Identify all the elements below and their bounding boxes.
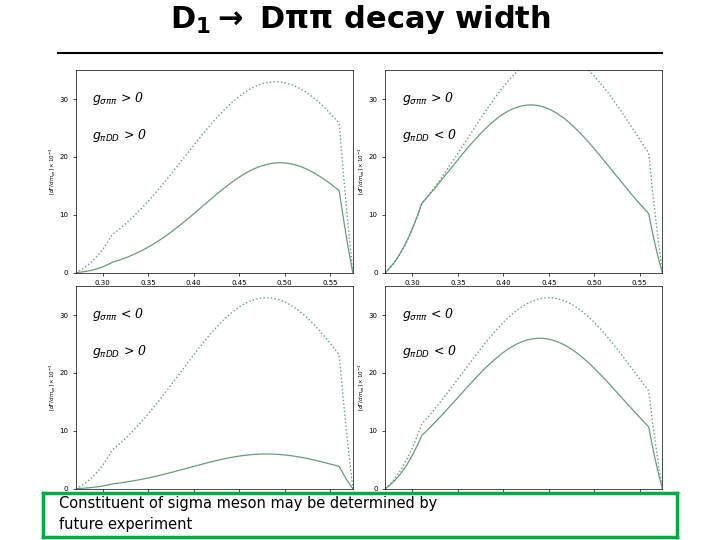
Text: $g_{\pi DD}$ < 0: $g_{\pi DD}$ < 0: [402, 343, 457, 360]
X-axis label: $m_{\sigma\pi}$(GeV): $m_{\sigma\pi}$(GeV): [507, 288, 541, 298]
Text: $g_{\pi DD}$ > 0: $g_{\pi DD}$ > 0: [92, 343, 148, 360]
Text: $g_{\pi DD}$ < 0: $g_{\pi DD}$ < 0: [402, 127, 457, 144]
Y-axis label: $[d\Gamma/dm_{\sigma\pi}]\times10^{-3}$: $[d\Gamma/dm_{\sigma\pi}]\times10^{-3}$: [357, 363, 367, 411]
Text: $g_{\pi DD}$ > 0: $g_{\pi DD}$ > 0: [92, 127, 148, 144]
Text: $\mathbf{D_1}$$\mathbf{\rightarrow}$ $\mathbf{D\pi\pi}$ $\mathbf{decay\ width}$: $\mathbf{D_1}$$\mathbf{\rightarrow}$ $\m…: [170, 3, 550, 36]
Text: $g_{\sigma\pi\pi}$ < 0: $g_{\sigma\pi\pi}$ < 0: [92, 306, 145, 323]
Text: $g_{\sigma\pi\pi}$ > 0: $g_{\sigma\pi\pi}$ > 0: [402, 90, 454, 107]
Y-axis label: $[d\Gamma/dm_{\sigma\pi}]\times10^{-3}$: $[d\Gamma/dm_{\sigma\pi}]\times10^{-3}$: [48, 363, 58, 411]
Y-axis label: $[d\Gamma/dm_{\sigma\pi}]\times10^{-3}$: $[d\Gamma/dm_{\sigma\pi}]\times10^{-3}$: [48, 147, 58, 195]
X-axis label: $m_{\sigma\pi}$(GeV): $m_{\sigma\pi}$(GeV): [197, 288, 231, 298]
Text: Constituent of sigma meson may be determined by
future experiment: Constituent of sigma meson may be determ…: [59, 496, 437, 532]
X-axis label: $m_{\sigma\pi}$(GeV): $m_{\sigma\pi}$(GeV): [507, 504, 541, 514]
Text: $g_{\sigma\pi\pi}$ < 0: $g_{\sigma\pi\pi}$ < 0: [402, 306, 454, 323]
Y-axis label: $[d\Gamma/dm_{\sigma\pi}]\times10^{-3}$: $[d\Gamma/dm_{\sigma\pi}]\times10^{-3}$: [357, 147, 367, 195]
Text: $g_{\sigma\pi\pi}$ > 0: $g_{\sigma\pi\pi}$ > 0: [92, 90, 145, 107]
X-axis label: $m_{\sigma\pi}$(GeV): $m_{\sigma\pi}$(GeV): [197, 504, 231, 514]
